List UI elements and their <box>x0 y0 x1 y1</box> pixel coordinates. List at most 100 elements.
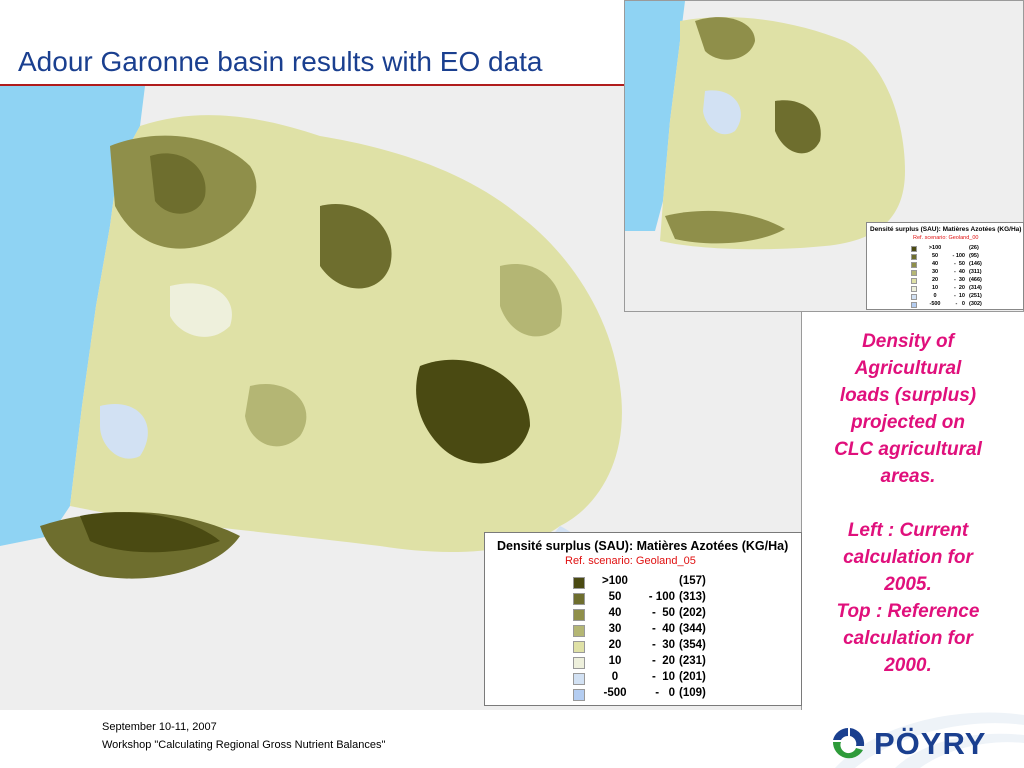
main_legend-range-high: - 100 <box>648 591 675 603</box>
north-core <box>150 153 206 214</box>
main_legend-range-high: - 30 <box>651 639 675 651</box>
main_legend-swatch <box>573 593 585 605</box>
main_legend-range-high: - 40 <box>651 623 675 635</box>
main_legend-count: (109) <box>679 687 706 699</box>
main_legend-swatch <box>573 641 585 653</box>
top_legend-swatch <box>911 294 917 300</box>
main-legend-subtitle: Ref. scenario: Geoland_05 <box>565 555 696 567</box>
decorative-swirl <box>835 712 1024 768</box>
main_legend-swatch <box>573 689 585 701</box>
top_legend-range-high: - 0 <box>955 301 965 307</box>
top_legend-range-low: >100 <box>928 245 942 251</box>
main_legend-range-low: 20 <box>608 639 622 651</box>
main_legend-count: (354) <box>679 639 706 651</box>
east-cluster-small <box>775 100 821 154</box>
east-patch <box>500 264 562 337</box>
main_legend-range-high: - 0 <box>655 687 675 699</box>
title-underline <box>0 84 624 86</box>
east-cluster <box>416 359 530 464</box>
main_legend-range-low: 40 <box>608 607 622 619</box>
desc-line: 2005. <box>884 574 932 595</box>
top_legend-range-low: -500 <box>929 301 941 307</box>
top-map-graphic <box>625 1 905 250</box>
footer-date: September 10-11, 2007 <box>102 721 217 733</box>
top_legend-range-low: 40 <box>931 261 939 267</box>
top_legend-swatch <box>911 302 917 308</box>
poyry-logo-text: PÖYRY <box>874 726 987 761</box>
main_legend-range-low: 10 <box>608 655 622 667</box>
main_legend-range-high: - 50 <box>651 607 675 619</box>
top_legend-range-high: - 40 <box>953 269 965 275</box>
desc-line: calculation for <box>843 547 973 568</box>
top_legend-count: (251) <box>969 293 982 299</box>
main_legend-range-low: -500 <box>603 687 627 699</box>
main_legend-count: (344) <box>679 623 706 635</box>
central-north-cluster <box>320 204 392 289</box>
footer: September 10-11, 2007 Workshop "Calculat… <box>102 718 385 754</box>
main_legend-swatch <box>573 657 585 669</box>
landes-low-area <box>100 404 148 459</box>
main_legend-range-low: 0 <box>611 671 619 683</box>
desc-line: Left : Current <box>847 520 969 541</box>
poyry-logo-icon <box>832 728 865 759</box>
top_legend-range-high: - 30 <box>953 277 965 283</box>
atlantic-ocean <box>0 86 145 546</box>
top_legend-range-low: 30 <box>931 269 939 275</box>
top_legend-range-low: 10 <box>931 285 939 291</box>
main_legend-count: (201) <box>679 671 706 683</box>
top-legend-subtitle: Ref. scenario: Geoland_00 <box>913 235 979 241</box>
desc-line: CLC agricultural <box>834 439 982 460</box>
top_legend-count: (146) <box>969 261 982 267</box>
top_legend-count: (311) <box>969 269 982 275</box>
centre-patch <box>245 384 307 447</box>
main_legend-count: (313) <box>679 591 706 603</box>
desc-line: Top : Reference <box>836 601 980 622</box>
main_legend-range-low: 30 <box>608 623 622 635</box>
top_legend-range-high: - 50 <box>953 261 965 267</box>
main-legend-title: Densité surplus (SAU): Matières Azotées … <box>497 539 789 553</box>
main-legend: Densité surplus (SAU): Matières Azotées … <box>484 532 802 706</box>
desc-line: Density of <box>862 331 954 352</box>
top_legend-swatch <box>911 286 917 292</box>
top-legend: Densité surplus (SAU): Matières Azotées … <box>866 222 1024 310</box>
main_legend-range-high: - 20 <box>651 655 675 667</box>
top_legend-swatch <box>911 262 917 268</box>
main_legend-count: (157) <box>679 575 706 587</box>
desc-line: projected on <box>850 412 965 433</box>
main_legend-swatch <box>573 609 585 621</box>
desc-line: Agricultural <box>854 358 962 379</box>
main-map-graphic <box>0 86 622 626</box>
top_legend-count: (466) <box>969 277 982 283</box>
top_legend-swatch <box>911 254 917 260</box>
top_legend-range-high: - 10 <box>953 293 965 299</box>
pyrenees-foothills <box>80 512 220 553</box>
desc-line: loads (surplus) <box>839 385 977 406</box>
desc-line: areas. <box>880 466 936 487</box>
top-legend-title: Densité surplus (SAU): Matières Azotées … <box>870 226 1022 233</box>
slide-title: Adour Garonne basin results with EO data <box>18 46 543 77</box>
main_legend-count: (231) <box>679 655 706 667</box>
north-cluster-small <box>695 17 755 60</box>
desc-line: calculation for <box>843 628 973 649</box>
landes-low-area-small <box>703 90 741 135</box>
top_legend-swatch <box>911 270 917 276</box>
description-text: Density of Agricultural loads (surplus) … <box>806 328 1010 679</box>
top_legend-range-high: - 100 <box>952 253 965 259</box>
main_legend-range-low: >100 <box>602 575 628 587</box>
top_legend-count: (302) <box>969 301 982 307</box>
desc-line: 2000. <box>884 655 932 676</box>
top_legend-swatch <box>911 278 917 284</box>
main_legend-range-low: 50 <box>608 591 622 603</box>
poyry-logo: PÖYRY <box>828 724 1018 764</box>
main_legend-count: (202) <box>679 607 706 619</box>
main_legend-range-high: - 10 <box>651 671 675 683</box>
top_legend-range-low: 50 <box>931 253 939 259</box>
top_legend-range-low: 20 <box>931 277 939 283</box>
top_legend-count: (314) <box>969 285 982 291</box>
top_legend-count: (26) <box>969 245 979 251</box>
atlantic-ocean-small <box>625 1 685 231</box>
top_legend-swatch <box>911 246 917 252</box>
desc-spacer <box>806 490 1010 517</box>
main_legend-swatch <box>573 673 585 685</box>
pyrenees-foothills-small <box>665 210 785 244</box>
